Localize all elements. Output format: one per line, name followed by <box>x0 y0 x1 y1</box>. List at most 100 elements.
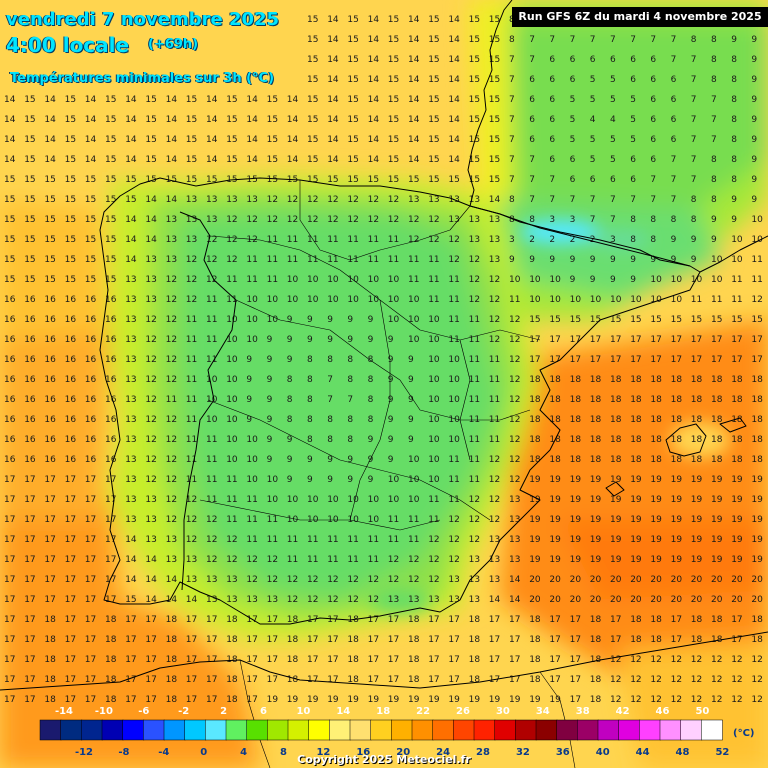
grid-value: 17 <box>246 655 257 665</box>
grid-value: 17 <box>327 675 338 685</box>
grid-value: 11 <box>388 235 399 245</box>
legend-swatch <box>556 719 579 741</box>
grid-value: 3 <box>509 235 515 245</box>
legend-top-label: 18 <box>376 706 390 717</box>
grid-value: 15 <box>44 195 55 205</box>
grid-value: 16 <box>65 415 77 425</box>
grid-value: 15 <box>671 315 682 325</box>
grid-value: 19 <box>549 515 561 525</box>
grid-value: 10 <box>751 235 763 245</box>
grid-value: 15 <box>105 255 116 265</box>
grid-value: 16 <box>44 415 56 425</box>
grid-value: 9 <box>287 315 293 325</box>
grid-value: 16 <box>85 295 97 305</box>
grid-value: 17 <box>246 675 257 685</box>
grid-value: 10 <box>287 495 299 505</box>
grid-value: 11 <box>469 475 480 485</box>
legend-swatch <box>680 719 703 741</box>
grid-value: 17 <box>206 635 217 645</box>
grid-value: 19 <box>549 495 561 505</box>
grid-value: 12 <box>166 315 177 325</box>
grid-value: 3 <box>570 215 576 225</box>
grid-value: 14 <box>125 155 137 165</box>
grid-value: 11 <box>307 535 318 545</box>
grid-value: 10 <box>287 275 299 285</box>
grid-value: 6 <box>529 75 535 85</box>
grid-value: 15 <box>368 175 379 185</box>
grid-value: 18 <box>610 435 622 445</box>
grid-value: 17 <box>65 555 76 565</box>
grid-value: 14 <box>206 115 218 125</box>
grid-value: 17 <box>125 615 136 625</box>
grid-value: 10 <box>347 515 359 525</box>
grid-value: 11 <box>469 355 480 365</box>
grid-value: 11 <box>206 295 217 305</box>
grid-value: 14 <box>4 155 16 165</box>
grid-value: 17 <box>671 355 682 365</box>
grid-value: 15 <box>469 135 480 145</box>
legend-bottom-label: 40 <box>596 747 610 758</box>
grid-value: 12 <box>408 575 419 585</box>
grid-value: 20 <box>731 595 743 605</box>
grid-value: 15 <box>469 35 480 45</box>
grid-value: 17 <box>570 655 581 665</box>
grid-value: 12 <box>489 315 500 325</box>
grid-value: 13 <box>186 215 197 225</box>
grid-value: 11 <box>186 355 197 365</box>
grid-value: 14 <box>327 55 339 65</box>
grid-value: 19 <box>327 695 339 705</box>
grid-value: 14 <box>408 135 420 145</box>
grid-value: 19 <box>691 535 703 545</box>
grid-value: 13 <box>267 595 278 605</box>
grid-value: 15 <box>489 75 500 85</box>
grid-value: 15 <box>428 175 439 185</box>
grid-value: 16 <box>105 295 117 305</box>
legend-top-label: 10 <box>296 706 310 717</box>
grid-value: 14 <box>368 135 380 145</box>
grid-value: 15 <box>226 155 237 165</box>
grid-value: 9 <box>751 55 757 65</box>
grid-value: 18 <box>347 675 359 685</box>
grid-value: 9 <box>327 335 333 345</box>
grid-value: 18 <box>711 415 723 425</box>
grid-value: 18 <box>671 435 683 445</box>
grid-value: 9 <box>347 335 353 345</box>
grid-value: 16 <box>44 455 56 465</box>
grid-value: 10 <box>408 295 420 305</box>
grid-value: 18 <box>630 635 642 645</box>
grid-value: 12 <box>509 335 520 345</box>
grid-value: 17 <box>267 615 278 625</box>
grid-value: 12 <box>751 655 762 665</box>
grid-value: 7 <box>671 195 677 205</box>
grid-value: 13 <box>125 495 136 505</box>
grid-value: 11 <box>186 435 197 445</box>
grid-value: 12 <box>610 655 621 665</box>
legend-bottom-label: 44 <box>636 747 650 758</box>
grid-value: 5 <box>610 75 616 85</box>
grid-value: 12 <box>448 515 459 525</box>
grid-value: 5 <box>630 95 636 105</box>
grid-value: 14 <box>125 95 137 105</box>
grid-value: 9 <box>751 155 757 165</box>
grid-value: 15 <box>590 315 601 325</box>
grid-value: 17 <box>105 575 116 585</box>
grid-value: 15 <box>610 315 621 325</box>
grid-value: 14 <box>408 95 420 105</box>
grid-value: 17 <box>368 635 379 645</box>
grid-value: 9 <box>691 235 697 245</box>
grid-value: 11 <box>307 255 318 265</box>
grid-value: 17 <box>428 615 439 625</box>
grid-value: 7 <box>691 155 697 165</box>
grid-value: 11 <box>186 335 197 345</box>
grid-value: 8 <box>671 215 677 225</box>
grid-value: 18 <box>630 395 642 405</box>
grid-value: 15 <box>24 175 35 185</box>
grid-value: 16 <box>24 435 36 445</box>
grid-value: 18 <box>610 375 622 385</box>
grid-value: 15 <box>307 95 318 105</box>
grid-value: 19 <box>731 555 743 565</box>
grid-value: 15 <box>469 155 480 165</box>
grid-value: 11 <box>751 275 762 285</box>
grid-value: 15 <box>105 155 116 165</box>
grid-value: 4 <box>610 115 616 125</box>
